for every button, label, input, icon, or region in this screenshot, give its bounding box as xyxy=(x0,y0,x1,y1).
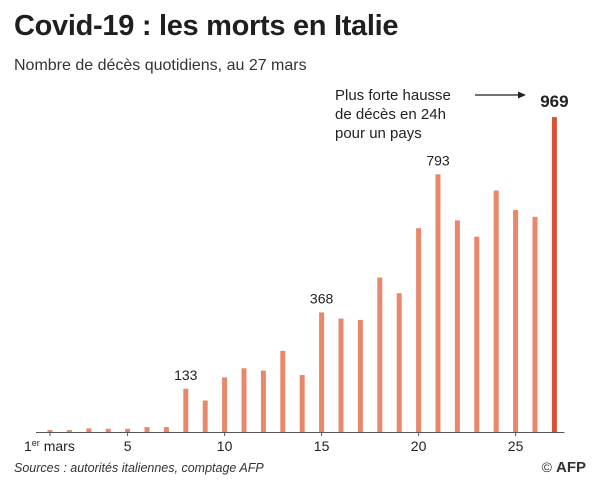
bar-day-15 xyxy=(319,312,325,432)
bar-day-20 xyxy=(416,228,422,432)
source-note: Sources : autorités italiennes, comptage… xyxy=(14,461,264,475)
bar-day-2 xyxy=(66,430,72,432)
x-tick-label-15: 15 xyxy=(314,438,330,454)
bar-day-16 xyxy=(338,318,344,432)
bar-day-13 xyxy=(280,350,286,433)
data-label-793: 793 xyxy=(426,152,450,168)
bar-day-21 xyxy=(435,174,441,433)
bar-day-7 xyxy=(163,427,169,432)
bar-day-12 xyxy=(260,370,266,432)
bar-day-4 xyxy=(105,428,111,433)
x-tick-label-5: 5 xyxy=(124,438,132,454)
bar-day-14 xyxy=(299,375,305,432)
x-tick-label-20: 20 xyxy=(411,438,427,454)
bar-day-27 xyxy=(551,117,557,432)
chart-title: Covid-19 : les morts en Italie xyxy=(14,10,399,42)
bar-day-11 xyxy=(241,368,247,432)
bar-day-18 xyxy=(377,277,383,432)
bar-day-25 xyxy=(513,210,519,432)
afp-brand: AFP xyxy=(556,459,586,476)
bar-day-23 xyxy=(474,236,480,432)
bar-day-9 xyxy=(202,400,208,432)
bar-day-8 xyxy=(183,388,189,432)
annotation-line-3: pour un pays xyxy=(335,125,422,142)
data-label-969: 969 xyxy=(540,92,568,111)
annotation-arrow-head xyxy=(518,91,526,99)
bar-day-24 xyxy=(493,190,499,432)
data-label-368: 368 xyxy=(310,290,334,306)
x-tick-label-10: 10 xyxy=(217,438,233,454)
bar-day-19 xyxy=(396,293,402,432)
bar-day-5 xyxy=(125,428,131,433)
annotation-line-2: de décès en 24h xyxy=(335,106,446,123)
annotation-line-1: Plus forte hausse xyxy=(335,87,451,104)
bar-day-22 xyxy=(454,220,460,432)
data-label-133: 133 xyxy=(174,367,198,383)
bar-day-6 xyxy=(144,427,150,432)
x-tick-label-1: 1er mars xyxy=(24,438,75,454)
bar-day-10 xyxy=(222,377,228,432)
afp-logo: © AFP xyxy=(542,459,586,476)
bar-day-3 xyxy=(86,428,92,432)
bar-day-26 xyxy=(532,216,538,432)
bar-day-17 xyxy=(357,319,363,432)
bar-day-1 xyxy=(47,430,53,432)
chart-subtitle: Nombre de décès quotidiens, au 27 mars xyxy=(14,57,307,74)
x-tick-label-25: 25 xyxy=(508,438,524,454)
copyright-symbol: © xyxy=(541,459,552,475)
